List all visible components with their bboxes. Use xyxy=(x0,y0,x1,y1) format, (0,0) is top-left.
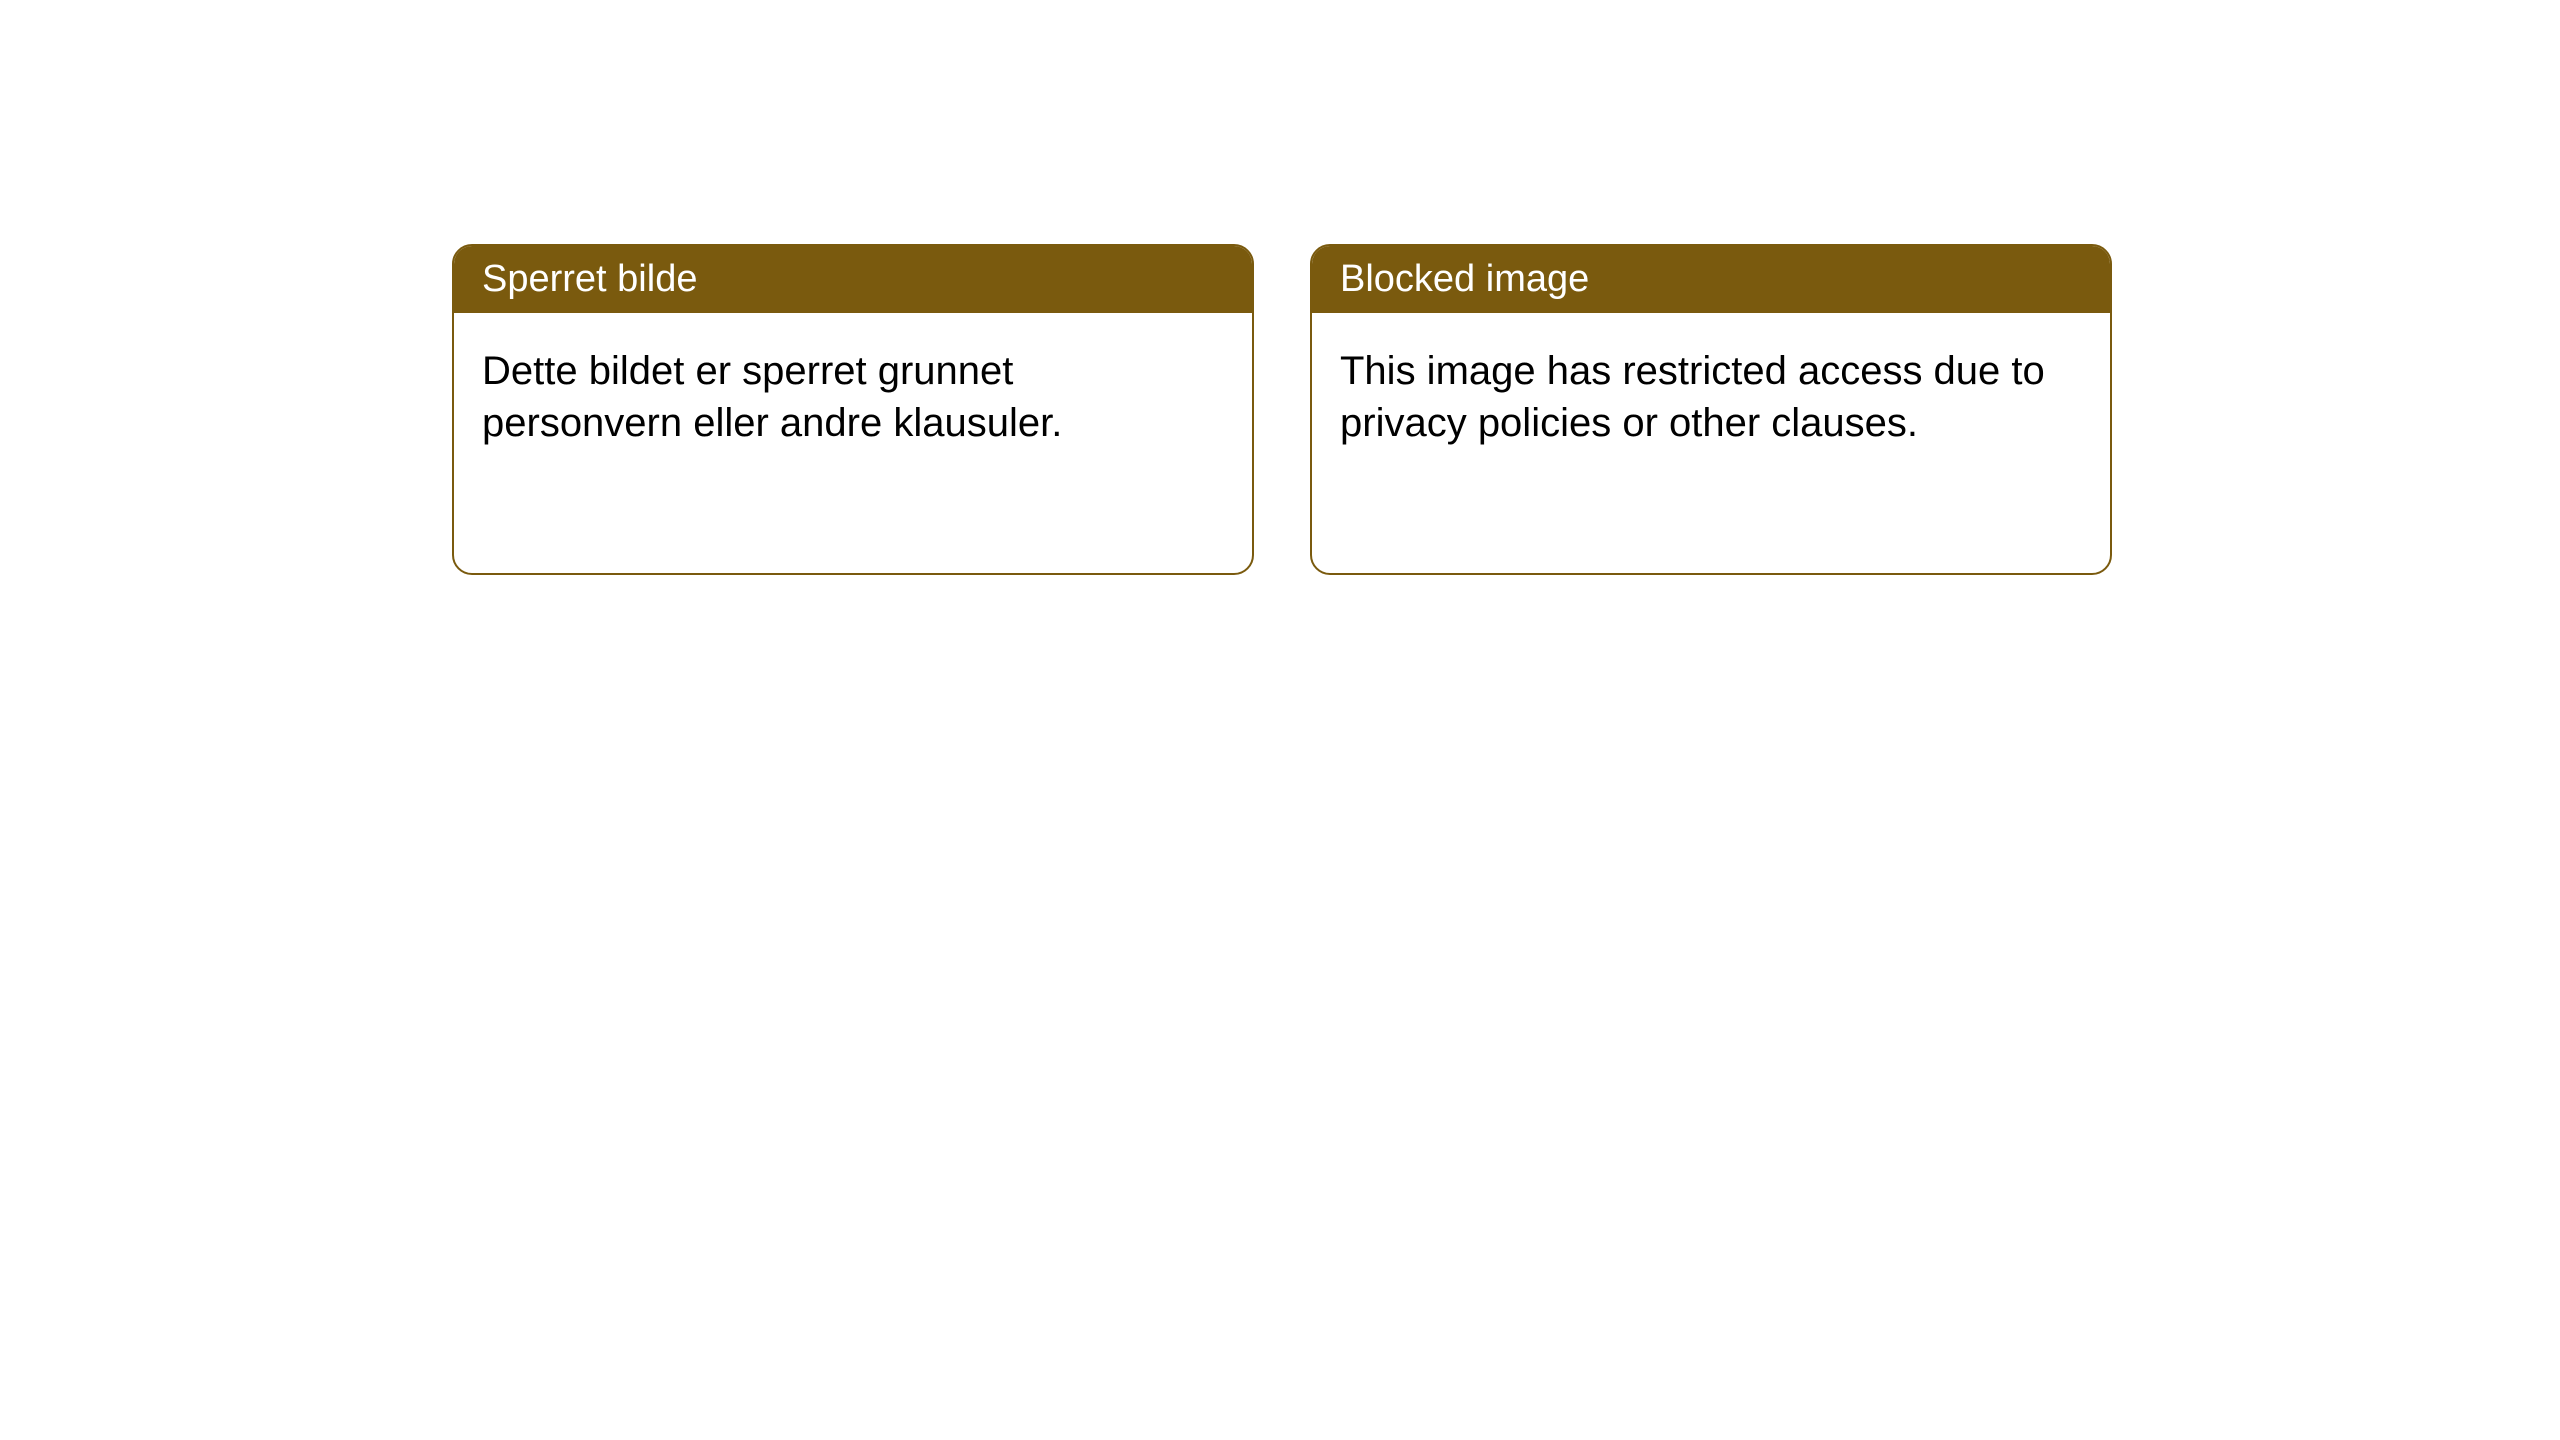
notice-header: Sperret bilde xyxy=(454,246,1252,313)
notice-title: Blocked image xyxy=(1340,258,1589,300)
notice-title: Sperret bilde xyxy=(482,258,697,300)
notice-card-english: Blocked image This image has restricted … xyxy=(1310,244,2112,575)
notice-container: Sperret bilde Dette bildet er sperret gr… xyxy=(452,244,2112,575)
notice-body-text: This image has restricted access due to … xyxy=(1340,349,2045,445)
notice-body: This image has restricted access due to … xyxy=(1312,313,2110,573)
notice-body: Dette bildet er sperret grunnet personve… xyxy=(454,313,1252,573)
notice-body-text: Dette bildet er sperret grunnet personve… xyxy=(482,349,1062,445)
notice-header: Blocked image xyxy=(1312,246,2110,313)
notice-card-norwegian: Sperret bilde Dette bildet er sperret gr… xyxy=(452,244,1254,575)
